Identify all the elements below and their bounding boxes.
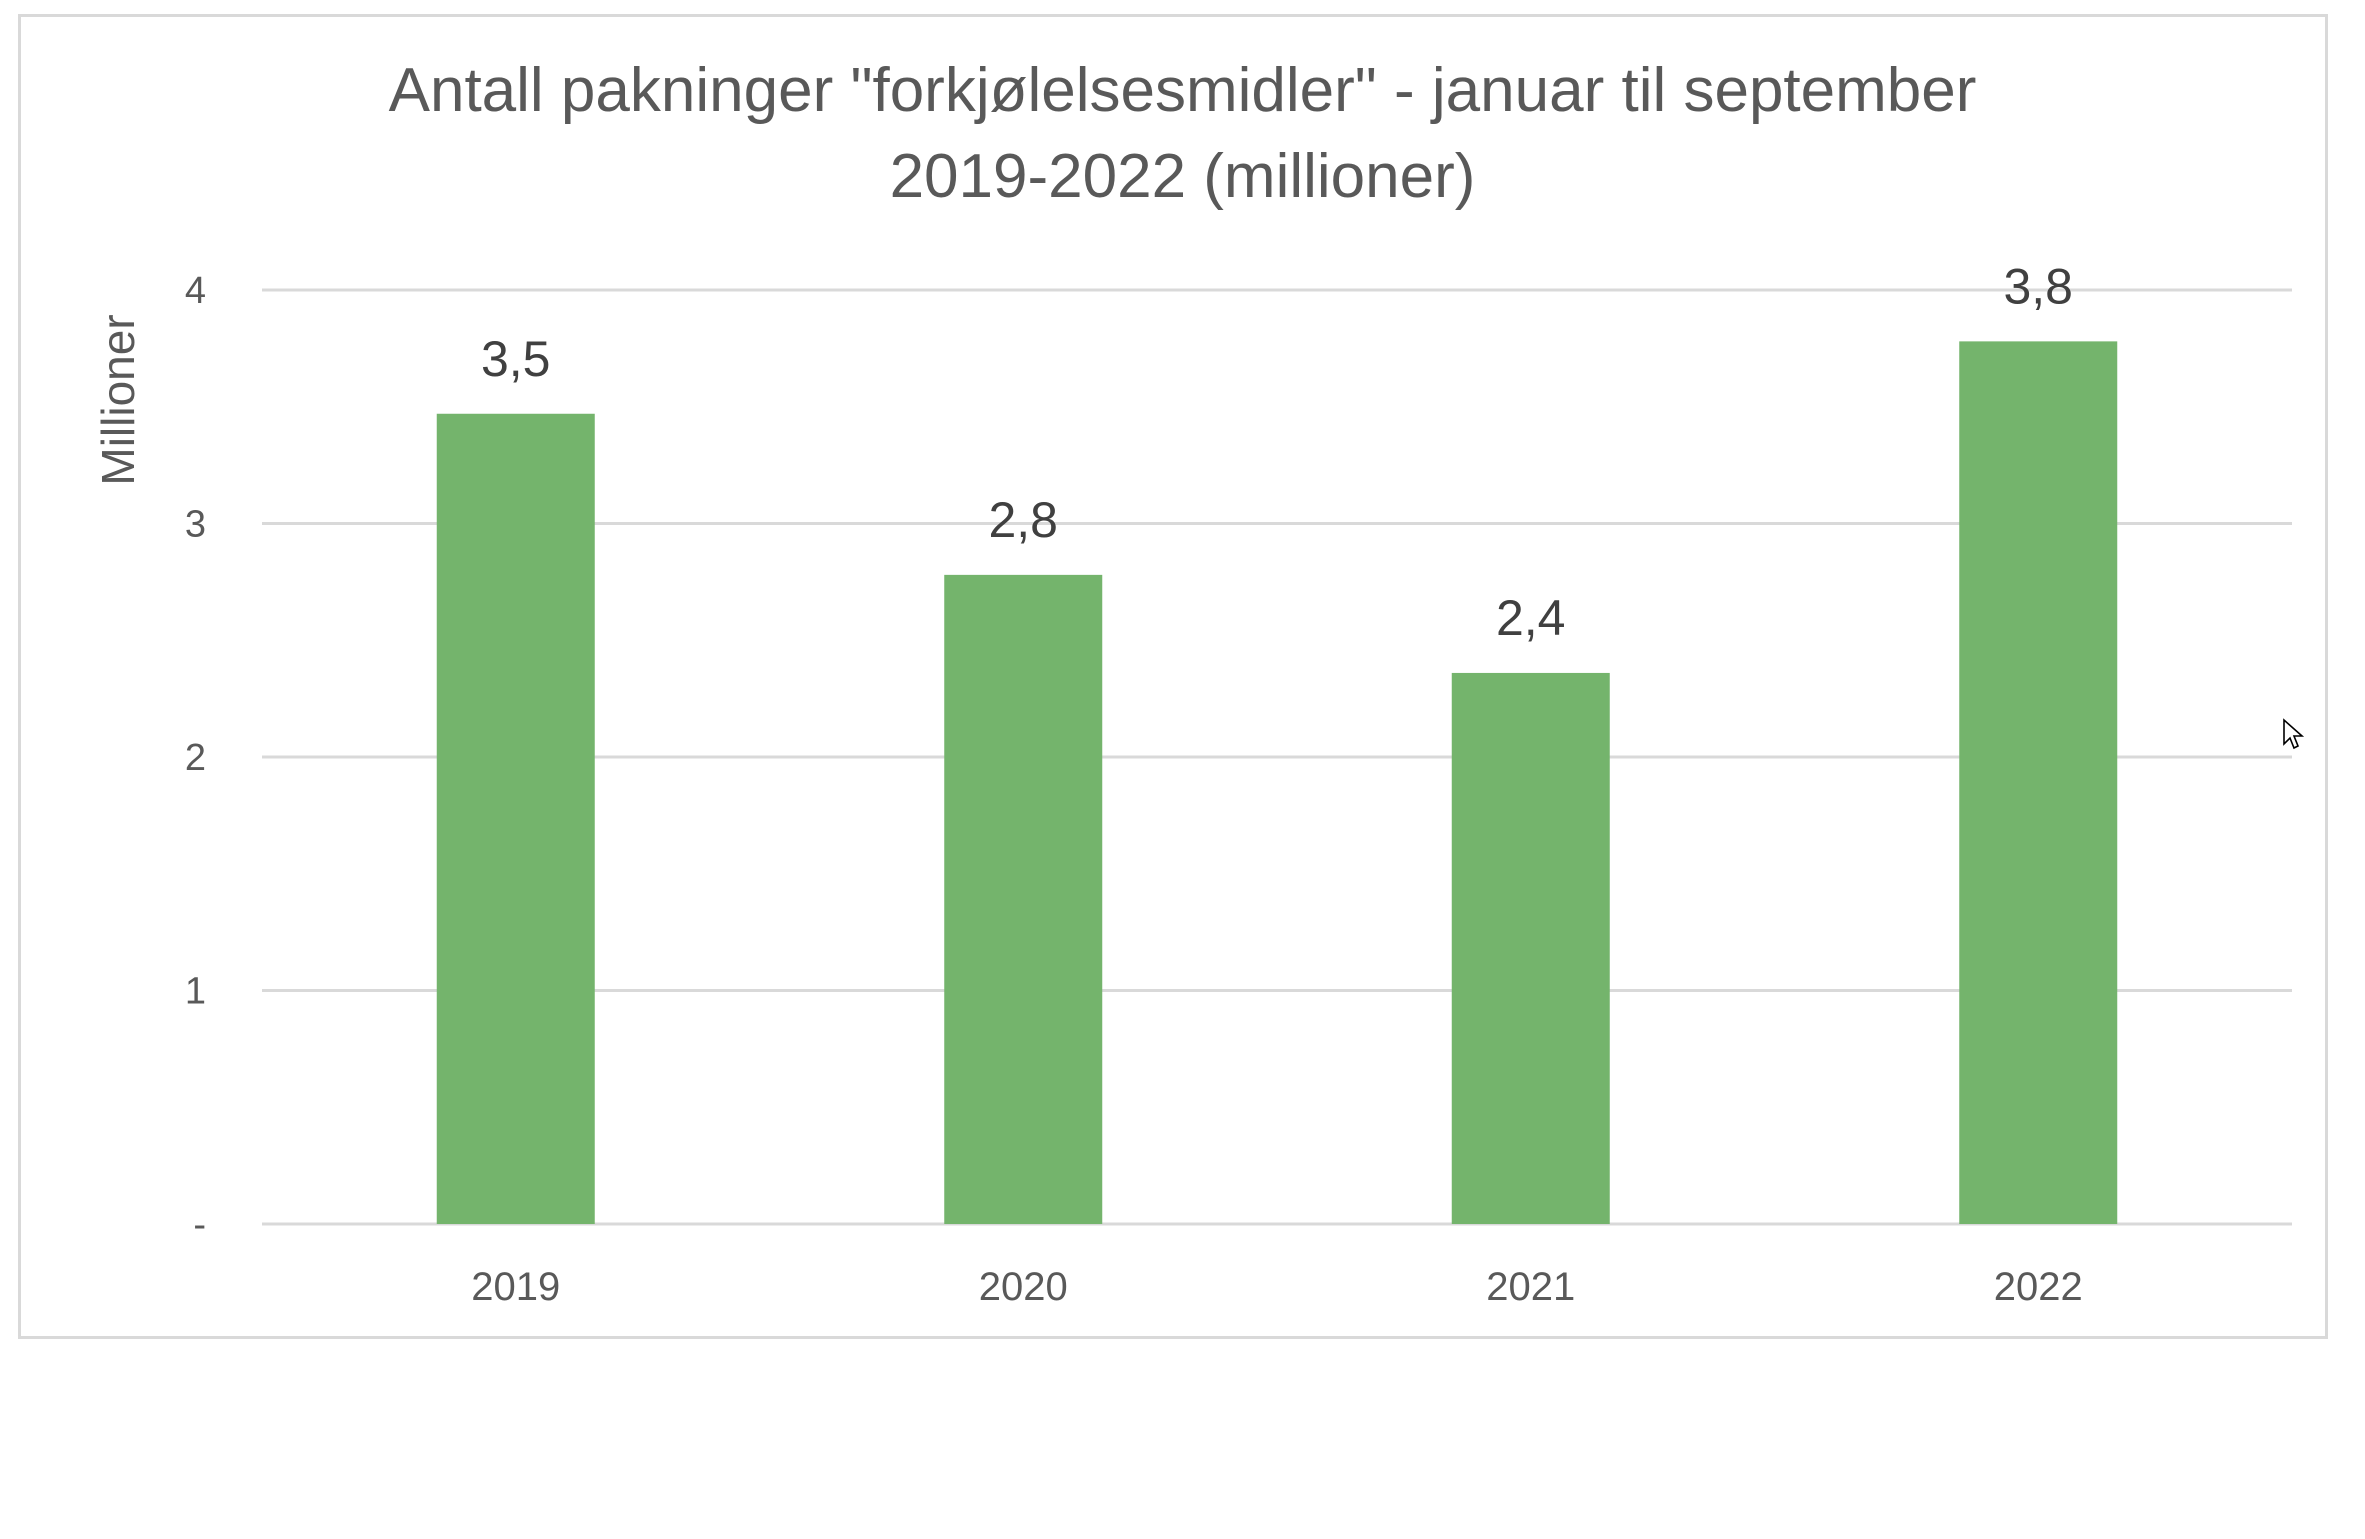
chart-frame [18,14,2328,1339]
y-tick-label: - [193,1204,206,1246]
x-tick-label: 2021 [1486,1265,1575,1309]
data-label: 3,8 [2003,258,2073,314]
bar [944,574,1103,1224]
bar [1451,672,1610,1224]
x-tick-label: 2022 [1994,1265,2083,1309]
data-label: 3,5 [481,331,551,387]
y-tick-label: 3 [185,504,206,546]
y-tick-label: 2 [185,737,206,779]
y-axis-title: Millioner [92,314,144,485]
data-label: 2,8 [988,492,1058,548]
mouse-pointer-icon [2283,718,2305,750]
y-tick-label: 4 [185,270,206,312]
bar [1959,341,2118,1224]
x-tick-label: 2020 [979,1265,1068,1309]
data-label: 2,4 [1496,590,1566,646]
y-tick-label: 1 [185,971,206,1013]
chart-title: Antall pakninger "forkjølelsesmidler" - … [388,56,1977,211]
bar [436,413,595,1224]
x-tick-label: 2019 [471,1265,560,1309]
